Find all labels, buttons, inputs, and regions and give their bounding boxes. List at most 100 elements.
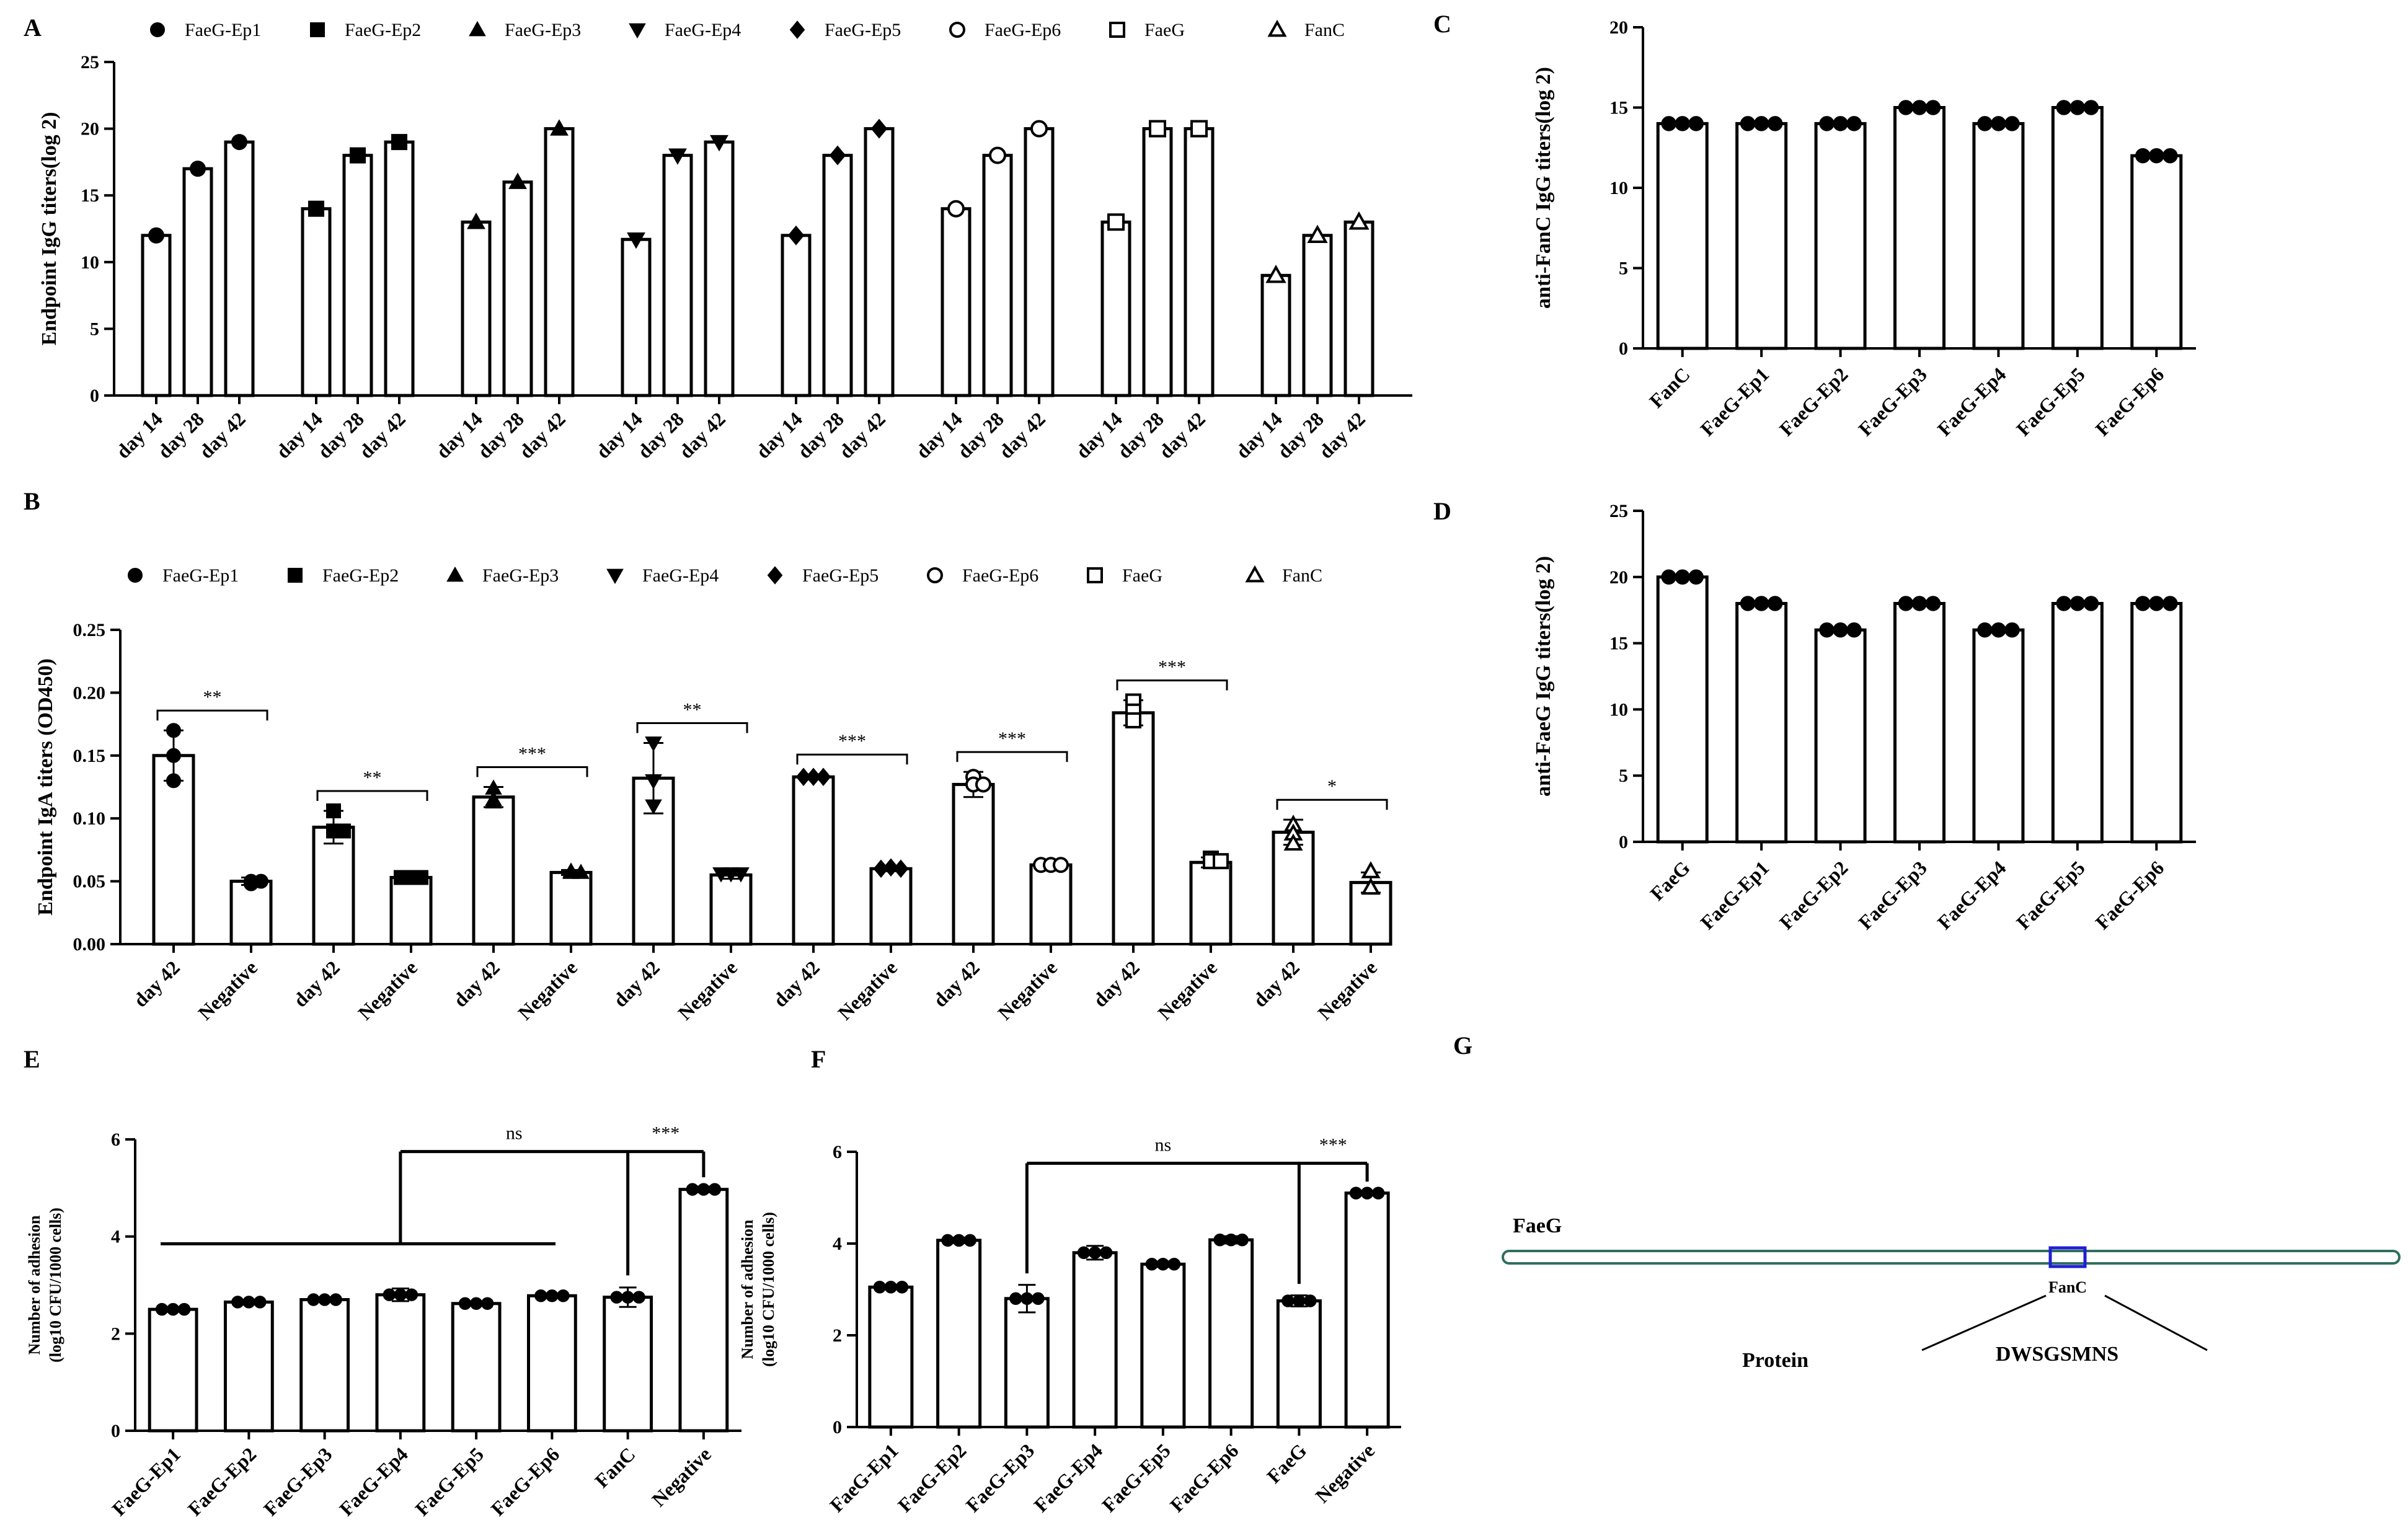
panel-c-x-tick-label: FanC — [1645, 363, 1694, 412]
panel-d-point-faeg-ep5 — [2056, 596, 2072, 611]
panel-c-point-faeg-ep3 — [1911, 100, 1928, 115]
panel-b-point-faeg-ep6-negative — [1053, 857, 1069, 873]
panel-f-point-faeg-ep1 — [895, 1281, 909, 1294]
panel-a-bar-faeg-ep4-day-28 — [662, 154, 693, 397]
panel-f-x-tick-label: FaeG — [1262, 1439, 1311, 1487]
panel-b-legend-label-faeg-ep2: FaeG-Ep2 — [322, 565, 399, 586]
panel-c-x-tick-label: FaeG-Ep1 — [1696, 363, 1773, 440]
panel-a-point-faeg-ep3-day-14 — [467, 213, 485, 229]
panel-d-point-faeg-ep3 — [1925, 596, 1941, 611]
panel-a-x-tick-label: day 42 — [515, 407, 570, 462]
panel-a-x-tick-label: day 42 — [355, 407, 410, 462]
panel-f-point-faeg-ep6 — [1213, 1233, 1226, 1247]
panel-a-x-tick-label: day 14 — [911, 407, 967, 462]
panel-d-y-tick-label: 15 — [1609, 634, 1628, 654]
panel-a-y-tick-label: 0 — [90, 386, 99, 406]
panel-a-plot: 0 5 10 15 20 25 Endpoint IgG titers(log 2) day … — [38, 52, 1412, 462]
panel-a-x-tick-label: day 14 — [272, 407, 327, 462]
panel-c-point-faeg-ep5 — [2056, 100, 2072, 115]
panel-d-point-faeg — [1675, 569, 1690, 585]
panel-e-point-faeg-ep3 — [329, 1293, 342, 1306]
panel-a-point-faeg-day-14 — [1107, 213, 1125, 231]
panel-a-point-faeg-ep2-day-28 — [350, 147, 366, 164]
panel-a-x-tick-label: day 28 — [633, 407, 688, 462]
panel-a-x-tick-label: day 14 — [1231, 407, 1286, 462]
panel-f-x-tick-label: FaeG-Ep5 — [1097, 1439, 1175, 1516]
panel-c-point-faeg-ep2 — [1846, 116, 1862, 131]
panel-f-y-tick-label: 4 — [833, 1234, 842, 1254]
panel-b-significance-bracket-faeg-ep2 — [316, 790, 428, 802]
panel-c-anti-fanc-igg: C 0 5 10 15 20 anti-FanC IgG titers(log 2) Fan… — [1433, 10, 2196, 440]
panel-f-point-negative — [1371, 1187, 1385, 1200]
panel-b-x-tick-label: Negative — [673, 956, 741, 1024]
panel-b-point-faeg-ep5-negative — [883, 858, 899, 877]
panel-b-y-tick-label: 0.15 — [73, 746, 106, 766]
panel-e-bar-faeg-ep2 — [223, 1300, 274, 1433]
panel-c-point-fanc — [1675, 116, 1690, 131]
panel-d-point-faeg-ep2 — [1819, 622, 1835, 638]
panel-a-x-tick-label: day 14 — [1071, 407, 1127, 462]
panel-e-bar-faeg-ep6 — [526, 1294, 577, 1433]
panel-e-point-faeg-ep3 — [307, 1293, 320, 1306]
panel-f-point-faeg-ep1 — [884, 1281, 898, 1294]
panel-a-y-tick-label: 20 — [81, 119, 99, 139]
panel-c-bar-fanc — [1656, 122, 1709, 350]
panel-e-bar-faeg-ep5 — [451, 1302, 502, 1433]
panel-a-bar-faeg-ep2-day-28 — [342, 154, 373, 397]
panel-a-legend-marker-faeg-ep3 — [469, 20, 486, 37]
panel-a-bar-faeg-day-28 — [1142, 127, 1173, 397]
panel-d-point-faeg — [1661, 569, 1676, 585]
panel-c-x-tick-label: FaeG-Ep6 — [2091, 363, 2168, 440]
panel-d-point-faeg-ep6 — [2149, 596, 2164, 611]
panel-b-x-tick-label: day 42 — [289, 956, 344, 1011]
panel-b-bar-faeg-day-42 — [1112, 711, 1155, 946]
panel-a-x-tick-label: day 42 — [675, 407, 730, 462]
panel-b-point-faeg-ep4-day-42 — [645, 774, 662, 790]
panel-f-plot: 0 2 4 6 Number of adhesion (log10 CFU/1000 ce… — [738, 1135, 1401, 1516]
panel-c-y-axis-title: anti-FanC IgG titers(log 2) — [1532, 67, 1555, 309]
panel-a-point-faeg-ep5-day-28 — [829, 145, 846, 166]
epitope-highlight-box — [2048, 1246, 2087, 1268]
panel-a-point-faeg-ep4-day-28 — [668, 148, 687, 165]
panel-a-legend-label-fanc: FanC — [1304, 20, 1345, 40]
panel-f-point-faeg — [1293, 1294, 1306, 1307]
panel-a-x-tick-label: day 28 — [793, 407, 848, 462]
panel-b-bar-faeg-ep3-negative — [549, 870, 593, 946]
panel-b-x-tick-label: day 42 — [929, 956, 984, 1011]
panel-e-y-axis-title-line: Number of adhesion — [25, 1215, 43, 1355]
panel-f-y-tick-label: 0 — [833, 1417, 842, 1438]
panel-b-legend-marker-faeg-ep2 — [288, 568, 303, 583]
panel-a-legend-marker-faeg-ep6 — [949, 22, 965, 38]
panel-e-point-faeg-ep5 — [458, 1297, 472, 1310]
panel-b-point-faeg-ep1-negative — [254, 873, 268, 889]
panel-b-x-tick-label: Negative — [1153, 956, 1221, 1024]
panel-e-plot: 0 2 4 6 Number of adhesion (log10 CFU/1000 ce… — [25, 1123, 741, 1520]
panel-c-point-faeg-ep4 — [2004, 116, 2020, 131]
panel-e-point-faeg-ep5 — [469, 1297, 483, 1310]
panel-c-point-faeg-ep2 — [1819, 116, 1835, 131]
panel-g-protein-schematic: G FaeG FanC Protein DWSGSMNS — [1453, 1032, 2401, 1372]
panel-c-y-tick-label: 20 — [1609, 17, 1628, 38]
panel-b-x-tick-label: Negative — [993, 956, 1061, 1024]
panel-a-point-faeg-ep4-day-42 — [710, 135, 728, 152]
panel-a-legend-label-faeg-ep4: FaeG-Ep4 — [665, 20, 741, 40]
panel-f-point-faeg-ep6 — [1224, 1233, 1237, 1247]
panel-b-legend: FaeG-Ep1 FaeG-Ep2 FaeG-Ep3 FaeG-Ep4 FaeG-Ep5… — [128, 565, 1322, 586]
panel-b-significance-label-faeg-ep4: ** — [683, 700, 702, 720]
panel-b-point-faeg-ep5-day-42 — [815, 767, 831, 787]
panel-b-iga-titers: B FaeG-Ep1 FaeG-Ep2 FaeG-Ep3 FaeG-Ep4 FaeG-E… — [24, 487, 1392, 1024]
panel-a-legend-marker-faeg — [1109, 22, 1125, 38]
panel-b-significance-bracket-faeg-ep1 — [156, 709, 268, 721]
panel-b-point-fanc-negative — [1361, 861, 1381, 878]
panel-a-legend-label-faeg: FaeG — [1144, 20, 1185, 40]
panel-e-point-faeg-ep4 — [394, 1288, 407, 1301]
panel-a-x-tick-label: day 42 — [1154, 407, 1210, 462]
panel-f-bar-faeg-ep6 — [1208, 1238, 1254, 1429]
panel-c-point-faeg-ep5 — [2069, 100, 2086, 115]
panel-f-y-axis-title-line: (log10 CFU/1000 cells) — [759, 1212, 777, 1367]
panel-b-bar-faeg-negative — [1189, 860, 1233, 946]
panel-f-point-faeg-ep2 — [963, 1234, 976, 1247]
panel-a-legend: FaeG-Ep1 FaeG-Ep2 FaeG-Ep3 FaeG-Ep4 FaeG-Ep5… — [150, 19, 1345, 40]
panel-a-point-faeg-ep3-day-42 — [550, 119, 569, 136]
panel-f-point-faeg-ep2 — [952, 1234, 965, 1247]
